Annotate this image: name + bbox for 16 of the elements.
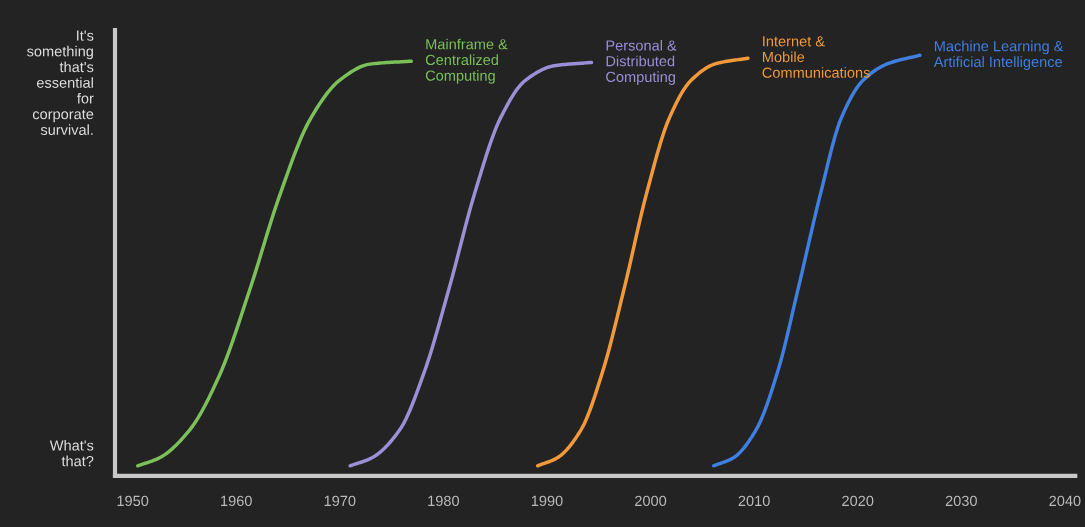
series-label: Mainframe & Centralized Computing (425, 38, 508, 84)
series-label: Machine Learning & Artificial Intelligence (933, 40, 1064, 70)
x-tick-label: 2020 (842, 495, 874, 507)
x-tick-label: 1980 (428, 495, 460, 507)
text: It's something that's essential for corporate survival. (27, 30, 94, 135)
x-tick-label: 1950 (117, 495, 149, 507)
x-tick-label: 2000 (635, 495, 667, 507)
x-tick-label: 1990 (531, 495, 563, 507)
x-tick-label: 1960 (221, 495, 252, 507)
series-label: Personal & Distributed Computing (606, 39, 677, 85)
series-label: Internet & Mobile Communications (762, 36, 870, 78)
x-tick-label: 2040 (1049, 495, 1081, 507)
x-tick-label: 2010 (738, 495, 770, 507)
x-tick-label: 2030 (945, 495, 977, 507)
text: What's that? (49, 439, 94, 467)
x-tick-label: 1970 (324, 495, 356, 507)
